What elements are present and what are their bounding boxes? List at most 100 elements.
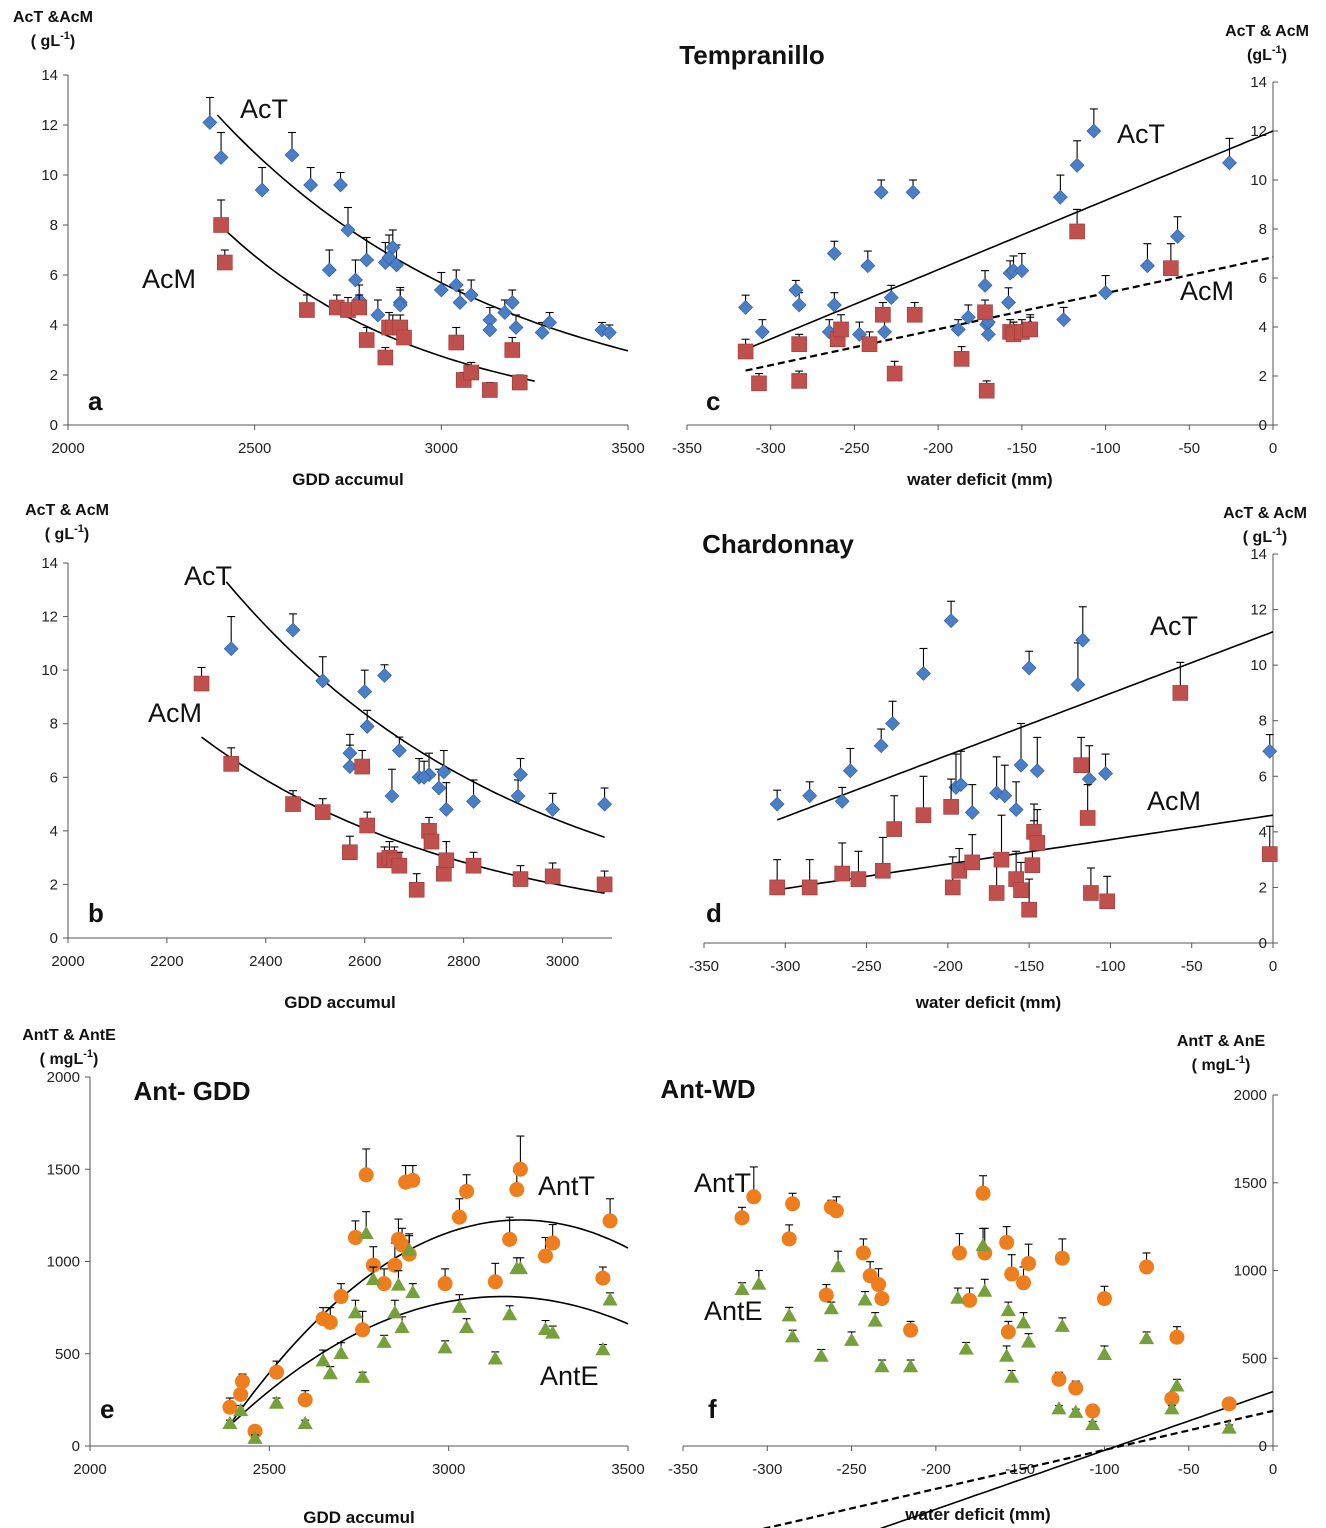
y-tick-label: 1500 [1234, 1175, 1267, 1192]
data-point-AcT [315, 673, 331, 689]
data-point-AcM [875, 862, 891, 879]
data-point-AcT [504, 295, 520, 310]
y-tick-label: 8 [50, 716, 58, 733]
data-point-AcM [342, 844, 358, 861]
series-AcM [769, 661, 1278, 918]
x-tick-label: -100 [1095, 958, 1125, 975]
data-point-AcM [1172, 685, 1189, 701]
panel-letter: b [88, 898, 104, 928]
data-point-AntT [1096, 1291, 1112, 1307]
fit-line-AntT [879, 1390, 1274, 1528]
data-point-AntT [358, 1167, 374, 1183]
x-tick-label: 0 [1269, 440, 1277, 457]
data-point-AntE [365, 1271, 381, 1286]
series-AcM [193, 666, 613, 898]
x-tick-label: -150 [1005, 1461, 1035, 1478]
y-tick-label: 6 [1259, 768, 1267, 785]
data-point-AcM [886, 821, 903, 837]
data-point-AcM [850, 871, 867, 887]
data-point-AcT [873, 738, 889, 754]
data-point-AcT [1001, 295, 1016, 310]
data-point-AntT [1051, 1371, 1067, 1387]
data-point-AntT [595, 1270, 611, 1286]
data-point-AcT [1029, 763, 1045, 779]
y-axis-title: AntT & AntE [22, 1027, 116, 1044]
data-point-AntE [437, 1340, 453, 1354]
data-point-AcT [738, 299, 754, 315]
data-point-AcT [377, 668, 392, 683]
data-point-AntE [902, 1359, 919, 1373]
data-point-AcT [877, 324, 892, 340]
x-tick-label: 2800 [447, 953, 480, 970]
data-point-AntT [322, 1314, 338, 1330]
data-point-AcM [299, 302, 315, 318]
data-point-AntT [785, 1196, 801, 1212]
data-point-AcT [1008, 802, 1024, 818]
data-point-AntT [502, 1231, 518, 1247]
data-point-AcM [213, 217, 229, 233]
x-tick-label: -50 [1178, 1461, 1200, 1478]
y-tick-label: 4 [50, 317, 58, 334]
series-AcT [202, 96, 617, 340]
x-tick-label: -300 [756, 440, 786, 457]
y-tick-label: 8 [1259, 221, 1267, 238]
data-point-AcT [391, 743, 407, 758]
data-point-AcM [751, 375, 767, 392]
data-point-AcM [463, 364, 480, 381]
data-point-AcT [348, 272, 363, 288]
data-point-AntT [545, 1235, 561, 1251]
data-point-AntE [247, 1430, 263, 1444]
y-tick-label: 1500 [47, 1161, 80, 1178]
data-point-AcM [906, 306, 923, 323]
data-point-AntT [975, 1185, 991, 1201]
data-point-AntE [950, 1290, 966, 1304]
data-point-AcT [359, 718, 375, 734]
data-point-AcM [448, 334, 465, 351]
data-point-AcT [1170, 228, 1185, 244]
data-point-AcM [737, 343, 754, 360]
data-point-AcT [802, 788, 818, 804]
data-point-AntE [451, 1299, 468, 1313]
data-point-AcT [1222, 155, 1237, 171]
data-point-AntE [1138, 1330, 1155, 1345]
data-point-AcM [1024, 857, 1041, 874]
data-point-AcT [213, 150, 229, 165]
panel-letter: e [100, 1394, 114, 1424]
data-point-AcT [980, 326, 996, 342]
y-axis-title: AntT & AnE [1177, 1033, 1266, 1050]
x-tick-label: -50 [1178, 440, 1200, 457]
data-point-AntT [951, 1245, 967, 1261]
curve-label-AcM: AcM [148, 698, 202, 728]
y-tick-label: 12 [41, 117, 58, 134]
data-point-AcT [534, 325, 550, 340]
data-point-AcM [438, 852, 455, 869]
data-point-AcT [754, 324, 770, 340]
curve-label-AntE: AntE [540, 1361, 599, 1391]
data-point-AntE [394, 1319, 410, 1334]
data-point-AntT [297, 1392, 313, 1408]
data-point-AcT [340, 222, 356, 238]
data-point-AcT [953, 777, 969, 793]
y-tick-label: 14 [1250, 546, 1267, 563]
panel-f: -350 -300 -250 -200 -150 -100 -50 00 500 1000 1500… [660, 1033, 1278, 1528]
x-tick-label: 3000 [546, 953, 579, 970]
data-point-AcT [950, 322, 966, 337]
data-point-AcM [988, 885, 1005, 901]
data-point-AcT [508, 320, 524, 335]
curve-label-AntT: AntT [538, 1171, 595, 1201]
data-point-AntE [1096, 1346, 1113, 1360]
curve-label-AcM: AcM [142, 264, 196, 294]
data-point-AntT [509, 1182, 525, 1198]
data-point-AcT [448, 277, 464, 293]
data-point-AntE [874, 1359, 890, 1373]
y-axis-title: AcT &AcM [13, 9, 93, 26]
data-point-AcT [1052, 189, 1068, 205]
data-point-AcT [542, 315, 558, 330]
data-point-AcM [791, 336, 807, 352]
data-point-AntT [347, 1230, 363, 1246]
x-tick-label: -50 [1181, 958, 1203, 975]
data-point-AntE [401, 1242, 417, 1256]
data-point-AcM [217, 254, 233, 271]
y-tick-label: 2 [50, 367, 58, 384]
data-point-AcT [342, 745, 358, 761]
